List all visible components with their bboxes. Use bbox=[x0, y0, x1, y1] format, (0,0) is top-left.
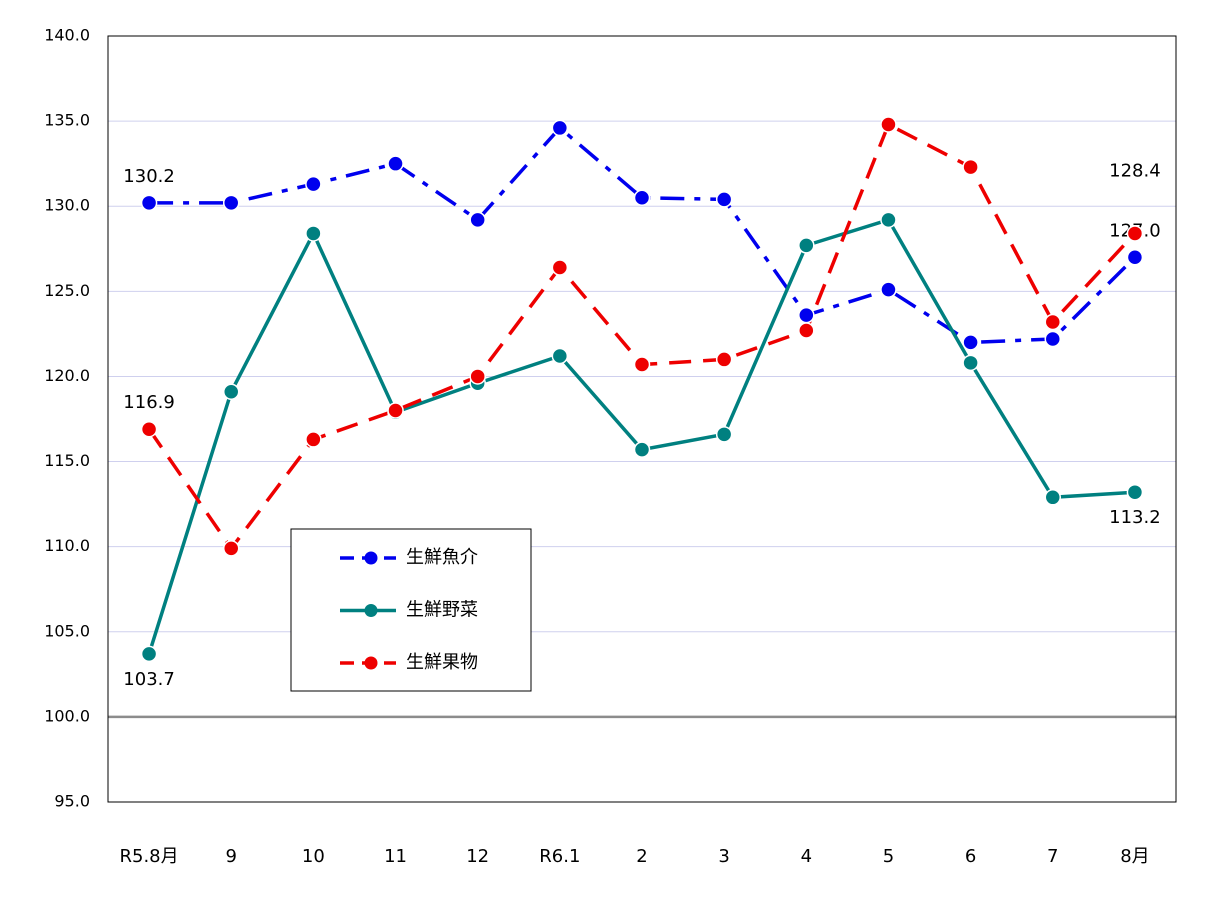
data-point bbox=[222, 383, 240, 401]
x-tick-label: 5 bbox=[883, 846, 894, 867]
x-tick-label: R6.1 bbox=[539, 846, 580, 867]
legend-marker bbox=[364, 604, 378, 617]
data-point bbox=[469, 368, 486, 385]
legend-label: 生鮮魚介 bbox=[406, 547, 478, 568]
data-point bbox=[1044, 489, 1062, 506]
data-point bbox=[1126, 483, 1144, 501]
y-tick-label: 130.0 bbox=[44, 196, 90, 215]
y-tick-label: 95.0 bbox=[54, 792, 90, 811]
data-point bbox=[551, 347, 569, 365]
y-tick-label: 135.0 bbox=[44, 111, 90, 130]
y-tick-label: 110.0 bbox=[44, 536, 90, 555]
x-tick-label: 3 bbox=[718, 846, 729, 867]
data-point bbox=[305, 175, 322, 193]
data-point bbox=[798, 322, 815, 339]
x-tick-label: 7 bbox=[1047, 846, 1058, 867]
data-label: 103.7 bbox=[123, 669, 175, 690]
data-point bbox=[222, 194, 240, 212]
x-tick-label: 12 bbox=[466, 846, 489, 867]
data-point bbox=[1044, 313, 1062, 331]
data-point bbox=[962, 158, 979, 176]
data-label: 116.9 bbox=[123, 392, 175, 413]
data-label: 113.2 bbox=[1109, 507, 1161, 528]
data-point bbox=[1126, 225, 1144, 242]
data-point bbox=[305, 225, 322, 242]
data-point bbox=[1044, 330, 1062, 348]
legend-label: 生鮮野菜 bbox=[406, 600, 478, 621]
data-point bbox=[140, 420, 158, 438]
data-point bbox=[387, 402, 404, 419]
data-point bbox=[715, 191, 733, 208]
plot-frame bbox=[107, 35, 1177, 803]
data-point bbox=[1126, 249, 1144, 266]
data-point bbox=[305, 431, 322, 448]
data-point bbox=[633, 189, 651, 206]
data-point bbox=[633, 356, 651, 373]
legend-box bbox=[290, 528, 532, 692]
data-point bbox=[633, 441, 651, 458]
data-point bbox=[551, 259, 569, 276]
data-point bbox=[715, 426, 733, 443]
data-point bbox=[798, 306, 815, 324]
legend-marker bbox=[364, 656, 378, 670]
data-point bbox=[551, 119, 569, 137]
x-tick-label: 11 bbox=[384, 846, 407, 867]
x-tick-label: 9 bbox=[226, 846, 237, 867]
data-point bbox=[222, 540, 240, 557]
x-tick-label: 10 bbox=[302, 846, 325, 867]
y-tick-label: 115.0 bbox=[44, 451, 90, 470]
x-tick-label: 2 bbox=[636, 846, 647, 867]
y-tick-label: 140.0 bbox=[44, 26, 90, 45]
y-tick-label: 100.0 bbox=[44, 706, 90, 725]
legend-marker bbox=[364, 551, 378, 565]
data-point bbox=[387, 155, 404, 172]
legend-label: 生鮮果物 bbox=[406, 652, 478, 673]
y-tick-label: 105.0 bbox=[44, 621, 90, 640]
data-point bbox=[880, 281, 897, 298]
data-point bbox=[140, 194, 158, 212]
x-tick-label: 6 bbox=[965, 846, 976, 867]
data-label: 128.4 bbox=[1109, 160, 1161, 181]
x-tick-label: R5.8月 bbox=[120, 846, 179, 867]
data-point bbox=[962, 354, 979, 372]
data-label: 130.2 bbox=[123, 166, 175, 187]
data-point bbox=[715, 351, 733, 368]
data-point bbox=[962, 334, 979, 351]
data-point bbox=[469, 211, 486, 229]
x-tick-label: 8月 bbox=[1120, 846, 1149, 867]
y-tick-label: 125.0 bbox=[44, 281, 90, 300]
x-tick-label: 4 bbox=[801, 846, 812, 867]
data-point bbox=[140, 645, 158, 663]
data-point bbox=[880, 211, 897, 229]
data-point bbox=[798, 237, 815, 254]
y-tick-label: 120.0 bbox=[44, 366, 90, 385]
data-point bbox=[880, 116, 897, 133]
